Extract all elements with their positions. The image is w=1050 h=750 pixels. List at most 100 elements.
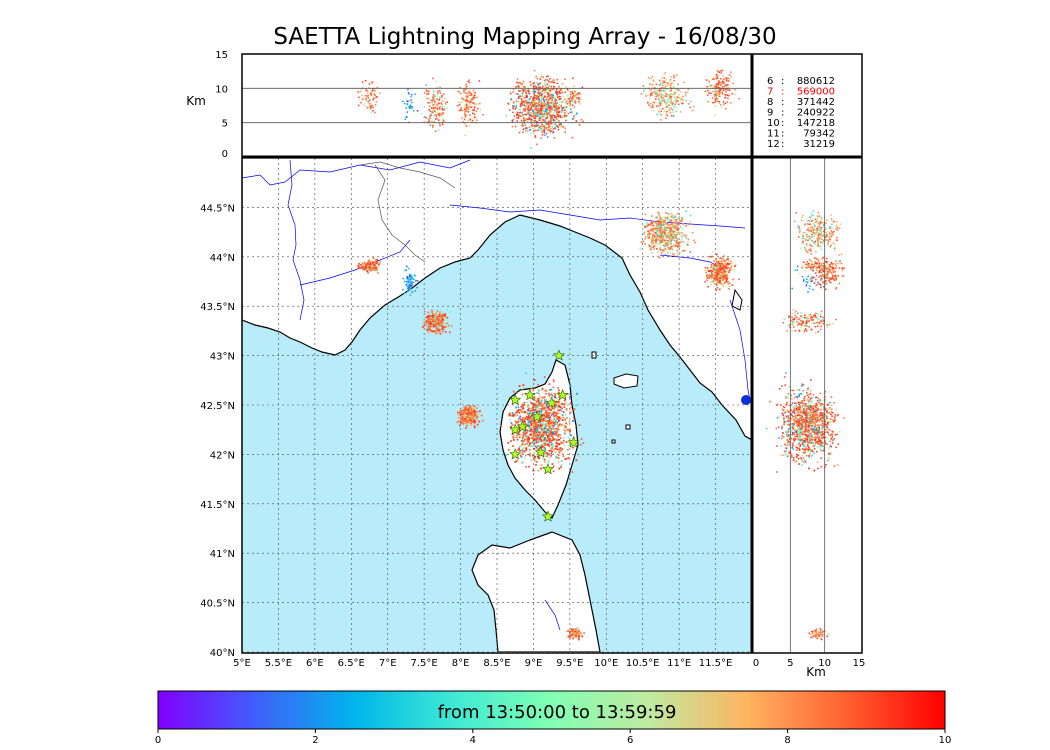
map-source-point — [730, 262, 733, 265]
map-source-point — [664, 243, 667, 246]
altitude-source-point — [537, 109, 539, 112]
altitude-source-point — [551, 117, 554, 119]
map-source-point — [687, 238, 690, 241]
map-source-point — [524, 422, 527, 425]
map-source-point — [686, 241, 689, 244]
altitude-source-point — [521, 123, 523, 126]
altitude-source-point — [557, 91, 559, 93]
map-source-point — [561, 453, 564, 455]
map-source-point — [517, 420, 520, 423]
map-source-point — [553, 411, 556, 414]
map-source-point — [544, 448, 547, 451]
map-source-point — [549, 423, 551, 426]
map-source-point — [551, 394, 554, 397]
altitude-source-point — [543, 129, 546, 131]
map-source-point — [445, 326, 447, 328]
map-source-point — [543, 429, 545, 432]
map-source-point — [409, 287, 412, 290]
map-source-point — [440, 320, 442, 322]
map-source-point — [563, 411, 565, 414]
map-source-point — [433, 320, 436, 323]
map-source-point — [480, 414, 483, 417]
map-source-point — [716, 263, 718, 266]
map-source-point — [534, 440, 537, 443]
map-source-point — [537, 430, 539, 433]
map-source-point — [542, 441, 545, 443]
map-source-point — [372, 263, 375, 266]
map-source-point — [527, 429, 530, 432]
map-source-point — [668, 232, 670, 234]
map-source-point — [675, 231, 678, 234]
map-source-point — [708, 277, 710, 279]
map-source-point — [534, 420, 536, 423]
map-source-point — [548, 433, 550, 435]
map-source-point — [655, 232, 657, 234]
map-source-point — [551, 414, 554, 417]
map-source-point — [654, 239, 656, 242]
map-source-point — [425, 316, 427, 319]
map-source-point — [474, 410, 476, 413]
map-source-point — [576, 627, 578, 630]
map-source-point — [558, 467, 561, 470]
map-source-point — [550, 419, 552, 422]
map-source-point — [718, 277, 720, 279]
map-source-point — [444, 331, 447, 333]
map-source-point — [722, 278, 725, 280]
map-source-point — [715, 278, 718, 281]
map-source-point — [643, 231, 646, 234]
map-source-point — [439, 318, 442, 320]
map-source-point — [555, 414, 557, 417]
map-source-point — [659, 234, 662, 237]
altitude-source-point — [526, 118, 529, 120]
map-source-point — [531, 428, 534, 430]
map-source-point — [522, 432, 525, 435]
map-source-point — [556, 445, 558, 448]
map-source-point — [365, 266, 367, 268]
map-source-point — [557, 425, 559, 428]
altitude-source-point — [538, 93, 541, 96]
map-source-point — [711, 280, 714, 283]
map-source-point — [514, 420, 517, 423]
altitude-source-point — [528, 93, 531, 95]
northern-river — [242, 159, 471, 186]
map-source-point — [466, 424, 468, 427]
map-source-point — [551, 421, 554, 423]
map-source-point — [568, 444, 571, 447]
map-source-point — [523, 401, 526, 404]
map-source-point — [672, 218, 675, 221]
map-source-point — [661, 217, 663, 219]
map-source-point — [436, 310, 439, 312]
map-source-point — [542, 413, 545, 416]
map-source-point — [432, 324, 434, 327]
map-source-point — [462, 423, 465, 425]
map-source-point — [518, 436, 521, 439]
map-source-point — [474, 414, 477, 417]
map-source-point — [672, 216, 675, 219]
map-source-point — [521, 461, 524, 464]
map-source-point — [682, 223, 685, 225]
altitude-source-point — [537, 108, 539, 111]
map-source-point — [554, 396, 556, 398]
map-source-point — [527, 404, 530, 407]
map-source-point — [533, 447, 536, 450]
altitude-source-point — [560, 111, 563, 114]
map-source-point — [579, 633, 582, 636]
map-source-point — [643, 225, 645, 228]
map-source-point — [527, 414, 530, 417]
map-source-point — [364, 263, 367, 266]
map-source-point — [557, 457, 560, 459]
map-source-point — [648, 244, 650, 247]
map-source-point — [677, 255, 679, 258]
map-source-point — [710, 278, 713, 280]
map-source-point — [558, 423, 560, 426]
map-source-point — [547, 413, 550, 416]
map-source-point — [673, 224, 676, 227]
map-source-point — [541, 424, 543, 427]
map-source-point — [525, 447, 528, 450]
map-source-point — [670, 227, 673, 230]
map-source-point — [649, 233, 652, 235]
map-source-point — [540, 402, 542, 404]
map-source-point — [538, 401, 541, 404]
map-source-point — [408, 281, 410, 284]
map-source-point — [567, 429, 570, 431]
